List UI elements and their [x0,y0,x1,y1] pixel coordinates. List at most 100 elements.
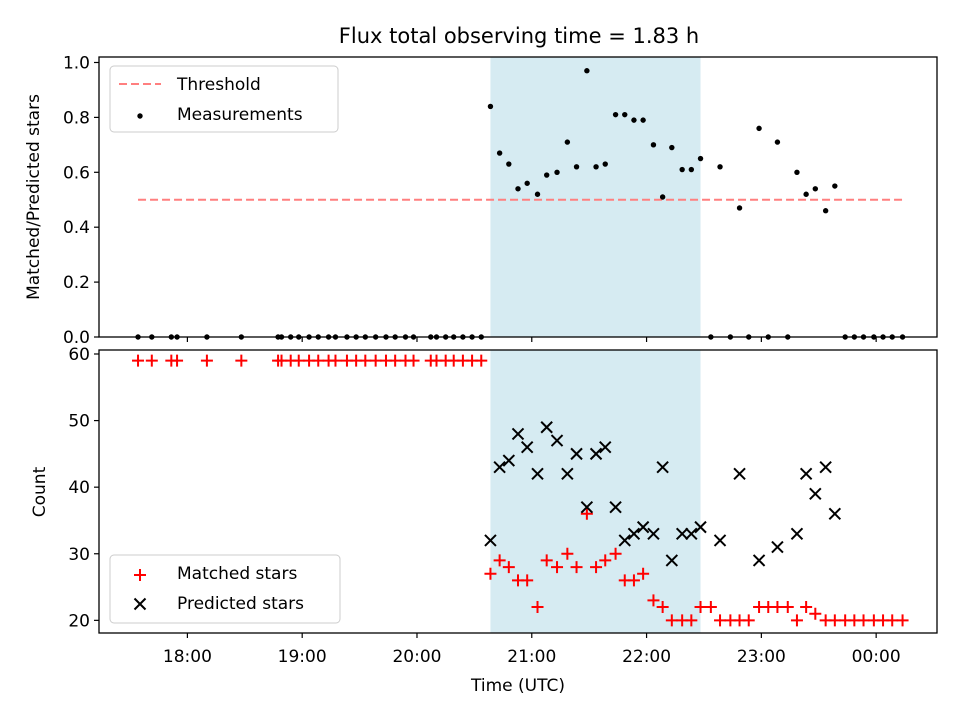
matched-star-marker [656,601,669,614]
matched-star-marker [521,574,534,587]
matched-star-marker [742,614,755,627]
top-plot: 0.0 0.2 0.4 0.6 0.8 1.0 Matched/Predicted sta… [24,53,938,348]
matched-star-marker [790,614,803,627]
measurement-point [515,186,521,192]
x-tick-label: 18:00 [163,647,212,667]
measurement-point [697,155,704,162]
matched-star-marker [540,554,553,567]
measurement-point [496,150,503,156]
matched-star-marker [896,614,909,627]
measurement-point [650,142,657,148]
top-y-axis: 0.0 0.2 0.4 0.6 0.8 1.0 [63,53,99,348]
measurements-layer [135,68,906,340]
matched-star-marker [561,547,574,560]
legend-matched-label: Matched stars [177,564,297,584]
predicted-star-marker [713,534,727,547]
bottom-legend-frame [109,554,341,624]
matched-star-marker [809,607,822,620]
bottom-y-tick-label: 20 [68,611,90,631]
measurement-point [543,172,550,178]
predicted-star-marker [580,500,594,514]
predicted-star-marker [675,527,689,540]
measurement-point [679,166,685,173]
measurement-point [564,139,571,145]
matched-star-marker [531,601,544,614]
legend-threshold-label: Threshold [176,75,261,95]
predicted-star-marker [771,540,784,554]
matched-star-marker [551,561,564,574]
top-y-tick-label: 0.0 [63,328,90,348]
measurement-point [612,111,619,118]
predicted-star-marker [694,520,707,534]
legend-measurements-swatch [137,113,143,119]
measurement-point [717,164,723,170]
predicted-star-marker [647,527,660,540]
predicted-stars-layer [484,421,842,567]
measurement-point [573,164,580,170]
top-y-tick-label: 0.6 [63,163,90,183]
predicted-star-marker [636,520,650,534]
measurement-point [524,180,530,186]
matched-star-marker [714,614,727,627]
measurement-point [554,169,560,175]
bottom-y-axis: 20 30 40 50 60 [68,345,99,631]
measurement-point [756,125,762,132]
x-tick-label: 21:00 [507,647,556,667]
measurement-point [794,169,800,175]
bottom-y-tick-label: 60 [68,345,90,365]
measurement-point [622,111,628,118]
matched-star-marker [200,354,213,367]
top-legend-frame [109,65,339,133]
matched-star-marker [484,567,497,580]
matched-stars-layer [132,354,909,627]
matched-star-marker [800,601,813,614]
bottom-y-tick-label: 30 [68,545,90,565]
matched-star-marker [781,601,794,614]
matched-star-marker [389,354,402,367]
measurement-point [822,208,829,214]
x-tick-label: 00:00 [852,647,901,667]
bottom-highlight-interval [490,350,701,633]
predicted-star-marker [685,527,698,540]
matched-star-marker [599,554,612,567]
top-highlight-interval [490,57,701,337]
measurement-point [487,103,494,110]
bottom-y-tick-label: 50 [68,412,90,432]
x-axis-label: Time (UTC) [470,676,565,696]
matched-star-marker [886,614,899,627]
matched-star-marker [647,594,660,607]
matched-star-marker [292,354,305,367]
matched-star-marker [493,554,506,567]
predicted-star-marker [531,467,544,481]
bottom-plot: 20 30 40 50 60 18:00 19:00 20:00 21:00 22:00 23:0… [30,345,938,696]
measurement-point [812,186,819,192]
top-x-ticks [186,337,877,342]
measurement-point [534,191,541,197]
top-y-axis-label: Matched/Predicted stars [24,94,44,300]
measurement-point [593,164,599,170]
top-y-tick-label: 0.8 [63,108,90,128]
measurement-point [688,166,695,173]
measurement-point [832,183,838,189]
predicted-star-marker [790,527,804,540]
matched-star-marker [704,601,717,614]
bottom-x-axis: 18:00 19:00 20:00 21:00 22:00 23:00 00:00 [163,633,901,667]
predicted-star-marker [665,554,679,567]
predicted-star-marker [511,427,525,441]
x-tick-label: 23:00 [737,647,786,667]
predicted-star-marker [589,447,603,461]
measurement-point [803,191,809,197]
predicted-star-marker [809,487,822,501]
predicted-star-marker [493,460,506,474]
matched-star-marker [828,614,841,627]
predicted-star-marker [819,460,832,474]
predicted-star-marker [502,454,516,467]
matched-star-marker [771,601,784,614]
predicted-star-marker [656,460,669,474]
matched-star-marker [312,354,325,367]
measurement-point [774,139,781,145]
x-tick-label: 19:00 [278,647,327,667]
measurement-point [736,205,743,211]
top-y-tick-label: 1.0 [63,53,90,73]
matched-star-marker [407,354,420,367]
